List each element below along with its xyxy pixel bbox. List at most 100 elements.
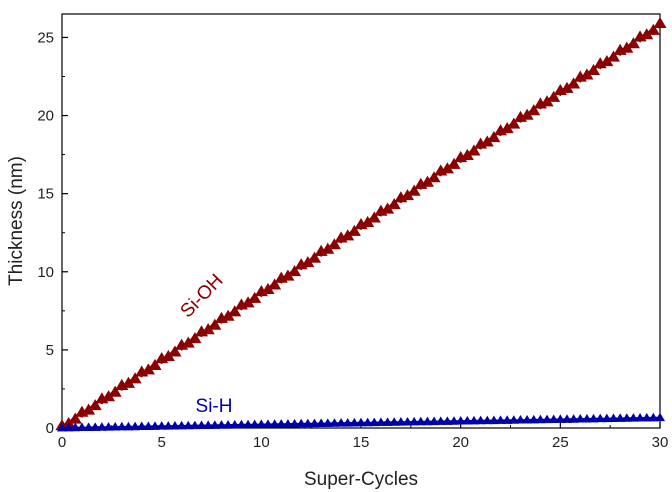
data-point	[429, 416, 440, 426]
data-point	[575, 413, 586, 423]
data-point	[409, 416, 420, 426]
data-point	[407, 184, 421, 196]
data-point	[608, 413, 619, 423]
data-point	[183, 420, 194, 430]
data-point	[561, 414, 573, 423]
data-point	[347, 224, 361, 236]
data-point	[70, 422, 81, 432]
data-point	[349, 417, 360, 427]
data-point	[495, 415, 506, 424]
data-point	[395, 417, 406, 426]
data-point	[149, 421, 161, 430]
data-point	[626, 37, 640, 49]
data-point	[88, 399, 102, 411]
data-point	[581, 413, 592, 423]
data-point	[223, 420, 234, 429]
data-point	[196, 420, 207, 429]
data-point	[601, 413, 612, 423]
data-point	[641, 412, 652, 422]
y-tick-label: 0	[46, 420, 54, 437]
data-point	[148, 358, 162, 370]
data-point	[309, 418, 320, 428]
data-point	[327, 238, 341, 250]
data-point	[646, 23, 660, 35]
data-point	[282, 419, 293, 428]
data-point	[422, 416, 433, 426]
data-point	[548, 414, 559, 424]
data-point	[336, 418, 347, 427]
data-point	[209, 420, 220, 429]
data-point	[256, 419, 267, 428]
data-point	[542, 414, 553, 424]
data-point	[96, 422, 107, 431]
data-point	[588, 413, 599, 423]
data-point	[369, 417, 380, 427]
data-point	[555, 414, 566, 423]
data-point	[568, 414, 579, 423]
data-point	[229, 419, 240, 429]
data-point	[475, 415, 486, 425]
data-point	[502, 415, 513, 424]
data-point	[156, 421, 167, 430]
data-point	[467, 144, 481, 156]
data-point	[355, 417, 367, 427]
x-tick-label: 25	[552, 434, 569, 451]
data-point	[389, 417, 400, 426]
data-point	[427, 171, 441, 183]
data-point	[382, 417, 393, 426]
data-point	[342, 418, 353, 427]
data-point	[595, 413, 606, 423]
data-point	[143, 421, 154, 430]
data-point	[648, 412, 659, 422]
data-point	[322, 418, 333, 427]
data-point	[216, 420, 227, 429]
data-point	[168, 345, 182, 357]
x-tick-label: 15	[353, 434, 370, 451]
x-tick-label: 20	[452, 434, 469, 451]
data-point	[654, 412, 666, 422]
data-point	[103, 422, 114, 431]
data-point	[362, 417, 373, 427]
data-point	[621, 413, 632, 422]
data-point	[455, 416, 466, 425]
data-point	[527, 104, 541, 116]
data-point	[276, 419, 287, 428]
data-point	[442, 416, 453, 425]
data-point	[76, 422, 87, 432]
data-point	[515, 414, 526, 424]
data-point	[606, 50, 621, 62]
data-point	[288, 265, 302, 277]
data-point	[628, 413, 639, 422]
data-point	[653, 16, 667, 29]
data-point	[316, 418, 327, 427]
series-layer	[55, 16, 667, 432]
data-point	[296, 418, 307, 428]
data-point	[468, 415, 479, 425]
data-point	[615, 413, 626, 422]
data-point	[375, 417, 386, 426]
data-point	[367, 211, 381, 223]
y-axis-title: Thickness (nm)	[6, 156, 27, 286]
data-point	[522, 414, 533, 424]
y-axis-ticks: 0 5 10 15 20 25	[37, 29, 68, 437]
data-point	[90, 422, 101, 431]
x-tick-label: 10	[253, 434, 270, 451]
x-axis-title: Super-Cycles	[304, 469, 418, 490]
x-tick-label: 5	[157, 434, 165, 451]
y-tick-label: 5	[46, 342, 54, 359]
data-point	[249, 419, 260, 429]
data-point	[487, 130, 501, 143]
data-point	[128, 372, 142, 384]
data-point	[302, 418, 313, 428]
data-point	[547, 90, 561, 102]
data-point	[447, 157, 461, 169]
data-point	[189, 420, 200, 430]
data-point	[110, 422, 121, 431]
data-point	[289, 418, 300, 428]
y-tick-label: 25	[37, 29, 54, 46]
data-point	[243, 419, 254, 429]
data-point	[228, 305, 242, 317]
data-point	[176, 420, 187, 430]
data-point	[163, 421, 174, 430]
data-point	[130, 421, 141, 431]
